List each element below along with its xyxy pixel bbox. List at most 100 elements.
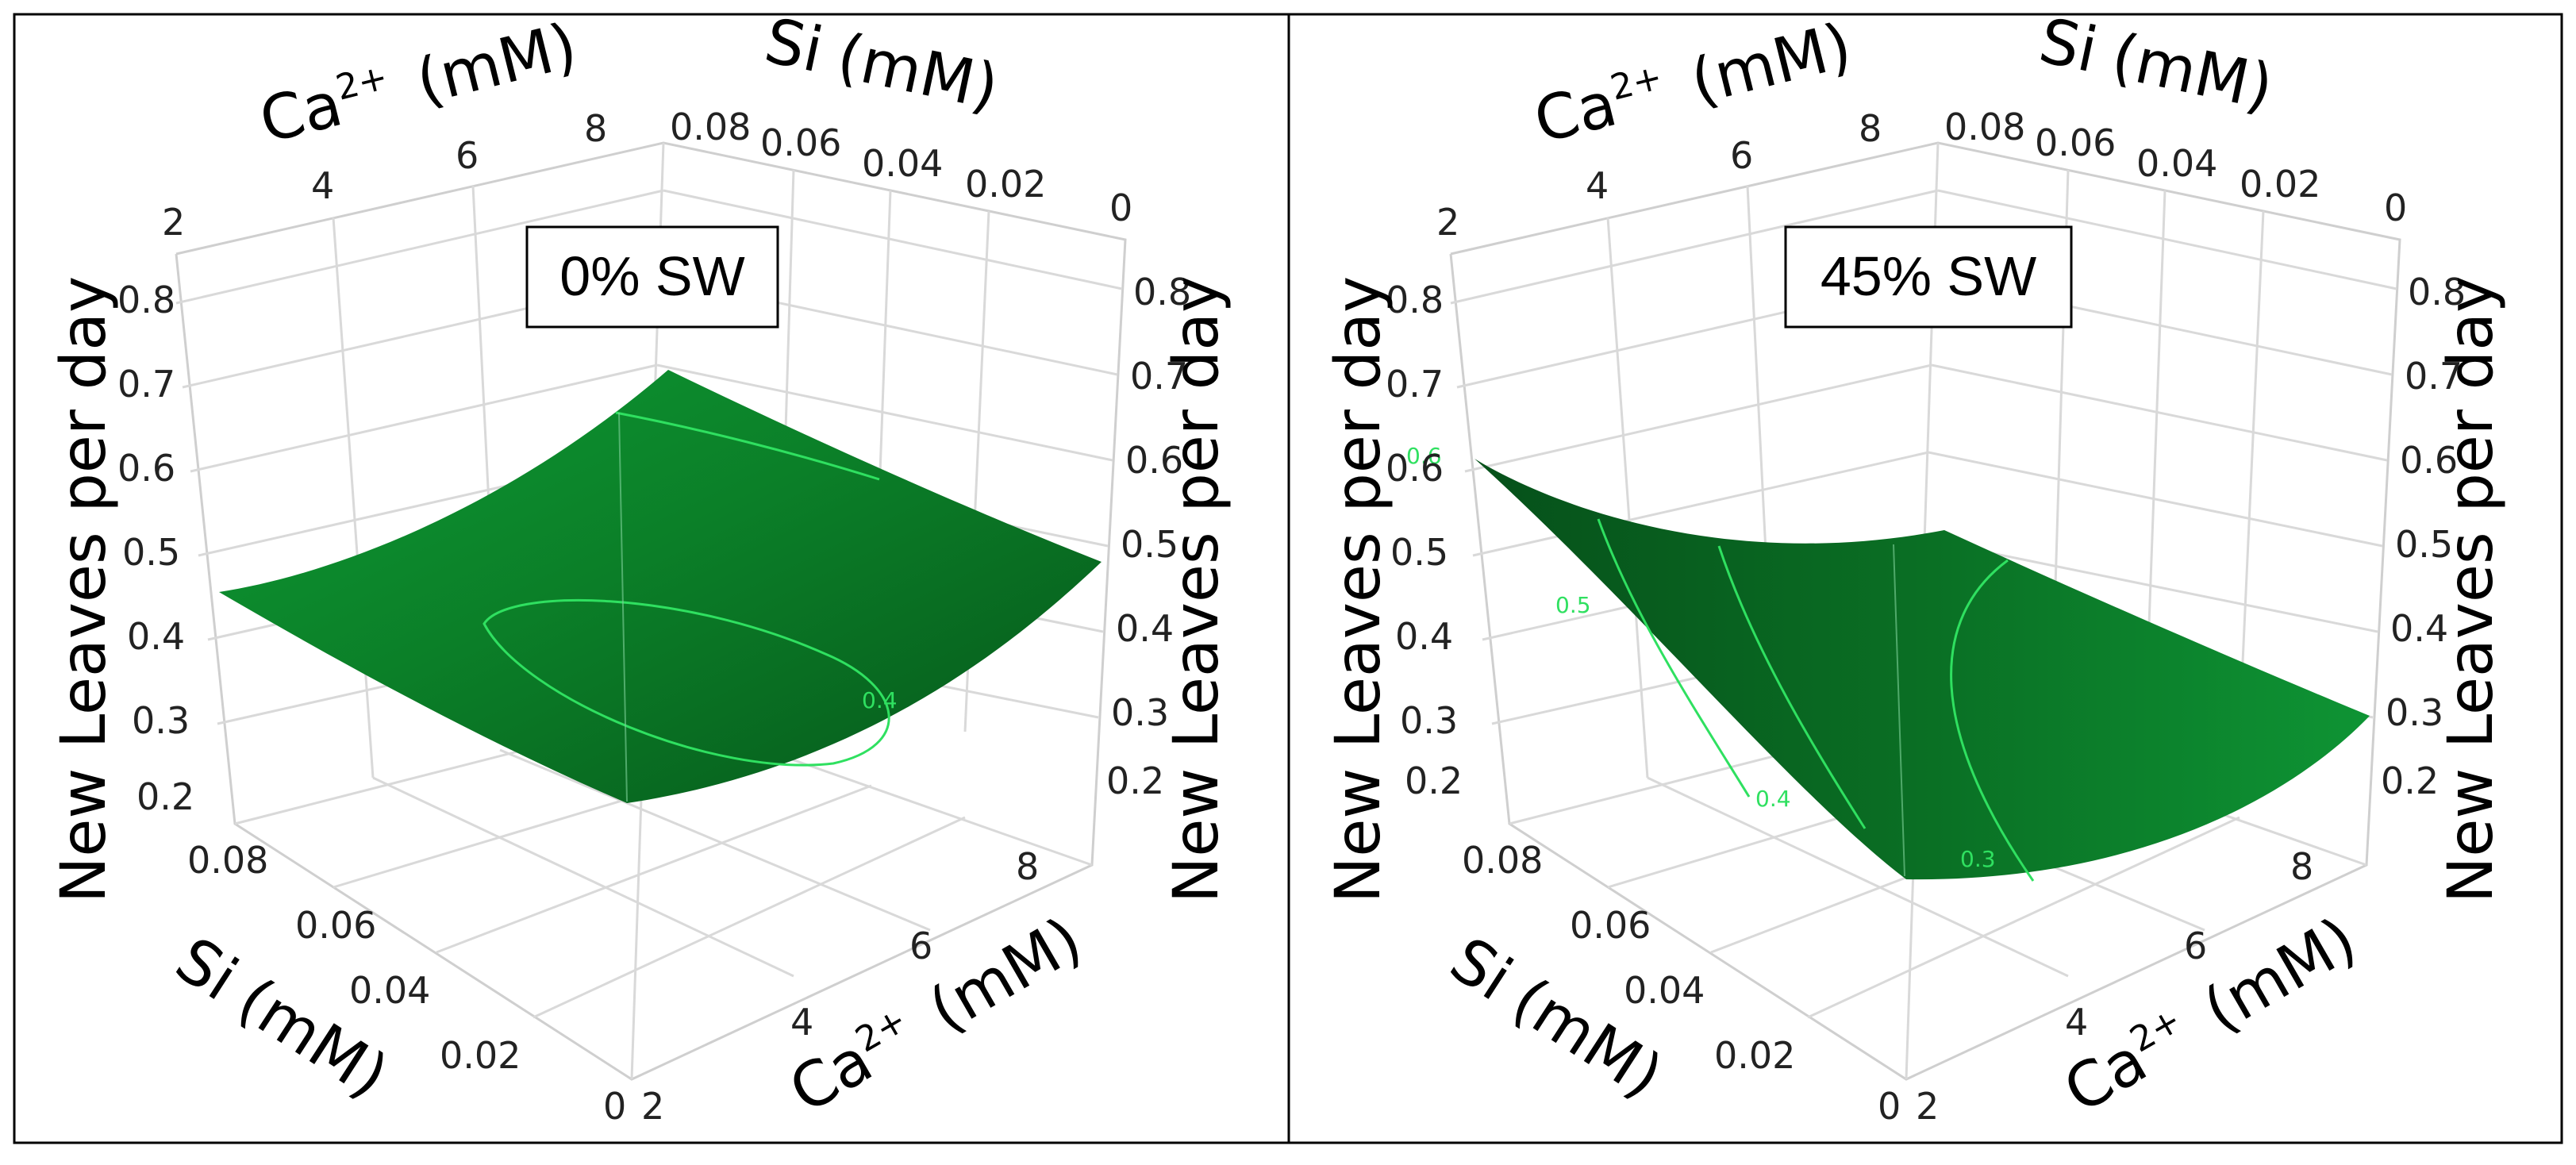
- panel-label: 0% SW: [559, 245, 744, 307]
- ca-tick: 6: [2184, 925, 2207, 967]
- surface-patch: [1474, 459, 2370, 880]
- response-surface: 0.6 0.5 0.4 0.3: [1406, 443, 2370, 882]
- ca-tick: 6: [456, 134, 479, 177]
- z-tick: 0.4: [2390, 607, 2448, 650]
- z-tick: 0.7: [117, 363, 175, 406]
- si-tick: 0: [603, 1085, 626, 1128]
- si-ticks-back: 0.08 0.06 0.04 0.02 0: [1944, 106, 2407, 229]
- z-tick: 0.7: [1386, 363, 1444, 406]
- ca-tick: 4: [311, 164, 334, 207]
- z-tick: 0.6: [1125, 439, 1183, 482]
- z-ticks-right: 0.8 0.7 0.6 0.5 0.4 0.3 0.2: [1106, 271, 1191, 802]
- z-axis-title-right: New Leaves per day: [1161, 276, 1232, 903]
- si-tick: 0.06: [2035, 121, 2116, 164]
- z-tick: 0.2: [2381, 759, 2439, 802]
- contour-line-0.4: [483, 598, 890, 767]
- contour-line-upper: [615, 411, 880, 481]
- si-tick: 0: [1878, 1085, 1901, 1128]
- z-tick: 0.3: [2386, 691, 2443, 734]
- z-tick: 0.5: [2395, 523, 2453, 566]
- ca-tick: 2: [641, 1085, 664, 1128]
- z-axis-title-left: New Leaves per day: [1323, 276, 1394, 903]
- z-tick: 0.3: [1111, 691, 1169, 734]
- si-tick: 0.06: [295, 904, 376, 947]
- z-tick: 0.7: [2405, 355, 2463, 398]
- z-ticks-right: 0.8 0.7 0.6 0.5 0.4 0.3 0.2: [2381, 271, 2466, 802]
- contour-line-0.5: [1597, 518, 1751, 798]
- si-tick: 0.04: [1624, 969, 1705, 1012]
- z-tick: 0.2: [136, 775, 194, 818]
- ca-tick: 4: [1586, 164, 1609, 207]
- si-axis-title-back: Si(mM): [2033, 6, 2279, 125]
- z-tick: 0.6: [2400, 439, 2458, 482]
- z-tick: 0.5: [122, 531, 180, 574]
- z-tick: 0.8: [1133, 271, 1191, 313]
- contour-label-1: 0.5: [1555, 592, 1591, 618]
- panel-label-box: [1784, 225, 2073, 329]
- si-ticks-back: 0.08 0.06 0.04 0.02 0: [670, 106, 1132, 229]
- si-ticks-front: 0.08 0.06 0.04 0.02 0: [1462, 839, 1901, 1128]
- contour-label-2: 0.4: [1755, 786, 1791, 812]
- contour-label-0: 0.6: [1406, 443, 1442, 469]
- z-axis-title-left: New Leaves per day: [48, 276, 120, 903]
- contour-line-0.3: [1950, 559, 2035, 882]
- ca-ticks-front: 2 4 6 8: [641, 845, 1039, 1128]
- z-ticks-left: 0.8 0.7 0.6 0.5 0.4 0.3 0.2: [117, 279, 194, 818]
- si-tick: 0.08: [187, 839, 268, 882]
- ca-tick: 6: [909, 925, 932, 967]
- chart-panel-0-percent-sw: 0.4 0.8 0.7 0.6 0.5 0.4 0.3 0.2 0.8 0.7 …: [48, 6, 1232, 1128]
- si-tick: 0.08: [1944, 106, 2025, 148]
- z-tick: 0.6: [117, 447, 175, 490]
- si-ticks-front: 0.08 0.06 0.04 0.02 0: [187, 839, 626, 1128]
- si-axis-title-back: Si(mM): [759, 6, 1005, 125]
- si-tick: 0.02: [440, 1034, 521, 1077]
- chart-panel-45-percent-sw: 0.6 0.5 0.4 0.3 0.8 0.7 0.6 0.5 0.4 0.3 …: [1323, 6, 2507, 1128]
- z-tick: 0.4: [1116, 607, 1174, 650]
- ca-tick: 2: [162, 201, 185, 244]
- ca-ticks-back: 2 4 6 8: [1436, 107, 1882, 244]
- ca-tick: 6: [1730, 134, 1753, 177]
- si-tick: 0.04: [862, 142, 943, 185]
- z-tick: 0.2: [1405, 759, 1463, 802]
- si-axis-title-front: Si(mM): [163, 924, 400, 1112]
- z-tick: 0.3: [1400, 699, 1458, 742]
- si-tick: 0.02: [965, 163, 1046, 206]
- si-tick: 0.08: [670, 106, 751, 148]
- si-tick: 0.02: [2240, 163, 2320, 206]
- ca-tick: 8: [1859, 107, 1882, 150]
- z-tick: 0.4: [127, 615, 185, 658]
- contour-label-3: 0.3: [1960, 846, 1996, 872]
- ca-tick: 2: [1436, 201, 1459, 244]
- ca-tick: 8: [2290, 845, 2313, 888]
- contour-line-0.4: [1717, 545, 1867, 829]
- panel-frame-1: [1287, 13, 2563, 1144]
- z-tick: 0.5: [1390, 531, 1448, 574]
- z-tick: 0.8: [117, 279, 175, 321]
- ca-tick: 8: [1016, 845, 1039, 888]
- z-tick: 0.8: [1386, 279, 1444, 321]
- si-tick: 0: [1109, 186, 1132, 229]
- response-surface: 0.4: [219, 370, 1102, 803]
- ca-ticks-front: 2 4 6 8: [1916, 845, 2313, 1128]
- ca-tick: 4: [2065, 1001, 2088, 1044]
- z-axis-title-right: New Leaves per day: [2436, 276, 2507, 903]
- z-tick: 0.6: [1386, 447, 1444, 490]
- z-tick: 0.5: [1121, 523, 1178, 566]
- ca-tick: 2: [1916, 1085, 1939, 1128]
- ca-ticks-back: 2 4 6 8: [162, 107, 607, 244]
- z-tick: 0.7: [1130, 355, 1188, 398]
- ca-axis-title-back: Ca2+ (mM): [253, 10, 584, 158]
- ca-tick: 8: [584, 107, 607, 150]
- si-tick: 0.06: [760, 121, 841, 164]
- si-tick: 0: [2384, 186, 2407, 229]
- si-tick: 0.04: [349, 969, 430, 1012]
- si-tick: 0.04: [2136, 142, 2217, 185]
- panel-label: 45% SW: [1821, 245, 2036, 307]
- panel-label-box: [525, 225, 779, 329]
- si-tick: 0.06: [1570, 904, 1651, 947]
- ca-tick: 4: [790, 1001, 813, 1044]
- si-tick: 0.08: [1462, 839, 1543, 882]
- contour-label-0: 0.4: [862, 687, 898, 713]
- ca-axis-title-back: Ca2+ (mM): [1528, 10, 1859, 158]
